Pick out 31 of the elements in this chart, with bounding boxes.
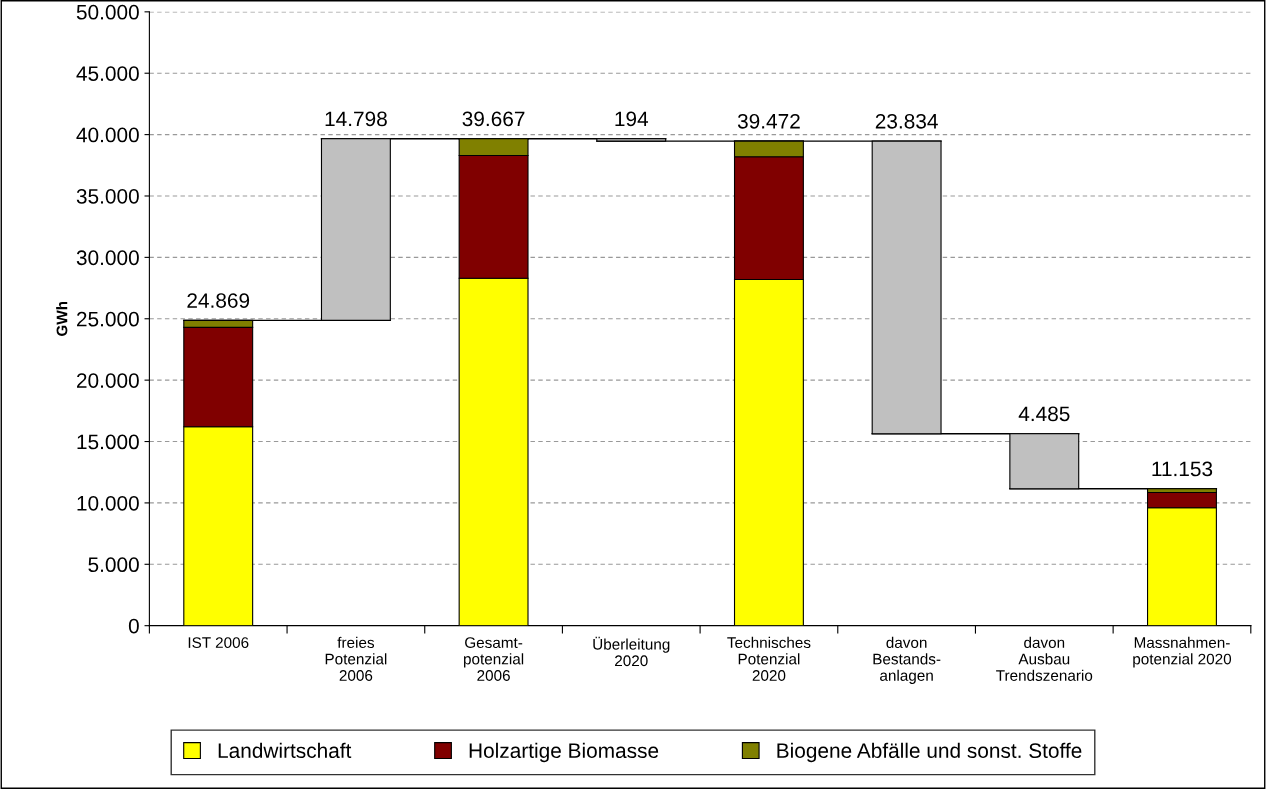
x-tick-label: freies Potenzial 2006 [325,636,387,681]
text: 39.667 [462,111,525,127]
text: 14.798 [325,111,387,127]
y-tick-label: 5.000 [88,557,139,573]
x-tick-label: IST 2006 [188,637,249,649]
legend-label: Holzartige Biomasse [469,742,659,763]
text: 39.472 [737,113,800,129]
text: 24.869 [187,293,250,308]
x-tick-label: davon Bestands- anlagen [873,636,941,684]
y-tick-label: 25.000 [77,311,139,327]
y-tick-label: 45.000 [76,66,139,81]
y-axis-title: GWh [56,301,68,336]
legend-label: Landwirtschaft [218,742,352,759]
text: 4.485 [1018,406,1070,422]
text: 23.834 [875,113,938,129]
y-tick-label: 50.000 [76,4,139,20]
x-tick-label: Gesamt- potenzial 2006 [463,637,524,681]
y-tick-label: 20.000 [77,373,139,388]
y-tick-label: 35.000 [76,188,139,204]
y-tick-label: 10.000 [77,495,139,511]
legend-label: Biogene Abfälle und sonst. Stoffe [777,742,1082,763]
x-tick-label: davon Ausbau Trendszenario [996,636,1093,681]
y-tick-label: 0 [128,618,139,634]
y-tick-label: 40.000 [76,127,139,143]
y-tick-label: 15.000 [77,434,139,450]
text: 194 [615,111,649,127]
x-tick-label: Technisches Potenzial 2020 [727,636,811,681]
x-tick-label: Überleitung 2020 [593,636,670,667]
text: 11.153 [1152,461,1213,477]
y-tick-label: 30.000 [76,250,139,266]
x-tick-label: Massnahmen- potenzial 2020 [1133,636,1232,668]
